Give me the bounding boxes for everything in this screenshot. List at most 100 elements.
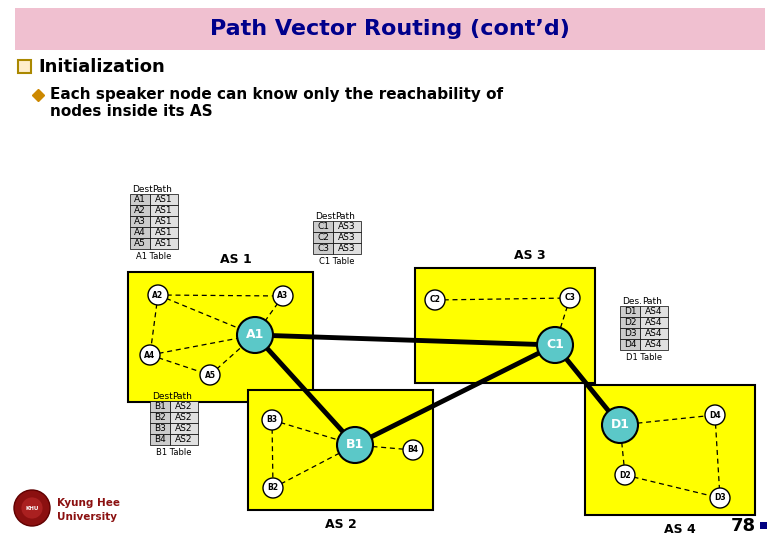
Circle shape [425, 290, 445, 310]
Bar [170, 412, 198, 423]
Circle shape [237, 317, 273, 353]
Text: B1: B1 [154, 402, 166, 411]
Bar [170, 401, 198, 412]
Text: AS3: AS3 [339, 233, 356, 242]
Text: Path Vector Routing (cont’d): Path Vector Routing (cont’d) [210, 19, 570, 39]
Text: AS 4: AS 4 [664, 523, 696, 536]
Text: Dest.: Dest. [132, 185, 156, 194]
Bar [150, 423, 170, 434]
Circle shape [560, 288, 580, 308]
Circle shape [14, 490, 50, 526]
Bar [333, 232, 361, 243]
Text: AS2: AS2 [176, 435, 193, 444]
Text: AS3: AS3 [339, 222, 356, 231]
Circle shape [403, 440, 423, 460]
Circle shape [710, 488, 730, 508]
Text: Each speaker node can know only the reachability of: Each speaker node can know only the reac… [50, 87, 503, 103]
Text: AS2: AS2 [176, 424, 193, 433]
Circle shape [705, 405, 725, 425]
Text: AS4: AS4 [645, 318, 663, 327]
Bar [640, 339, 668, 350]
Bar [313, 243, 333, 254]
Text: D4: D4 [709, 410, 721, 420]
Bar [150, 205, 178, 216]
Text: B4: B4 [407, 446, 419, 455]
Bar [128, 272, 313, 402]
Bar [620, 306, 640, 317]
Text: AS4: AS4 [645, 329, 663, 338]
Text: A4: A4 [134, 228, 146, 237]
Bar [130, 227, 150, 238]
Bar [150, 227, 178, 238]
Text: Initialization: Initialization [38, 58, 165, 76]
Text: AS4: AS4 [645, 340, 663, 349]
Circle shape [537, 327, 573, 363]
Text: AS1: AS1 [155, 195, 173, 204]
Text: D1 Table: D1 Table [626, 353, 662, 362]
Bar [585, 385, 755, 515]
Text: A5: A5 [204, 370, 215, 380]
Text: C1 Table: C1 Table [319, 257, 355, 266]
Text: AS2: AS2 [176, 402, 193, 411]
Text: C1: C1 [546, 339, 564, 352]
Bar [760, 522, 767, 529]
Text: A1: A1 [246, 328, 264, 341]
Bar [15, 8, 765, 50]
Bar [620, 328, 640, 339]
Text: D2: D2 [624, 318, 636, 327]
Text: Path: Path [152, 185, 172, 194]
Text: Path: Path [642, 297, 662, 306]
Text: Path: Path [335, 212, 355, 221]
Bar [313, 221, 333, 232]
Text: A3: A3 [278, 292, 289, 300]
Text: D3: D3 [624, 329, 636, 338]
Text: C1: C1 [317, 222, 329, 231]
Circle shape [337, 427, 373, 463]
Bar [333, 243, 361, 254]
Bar [248, 390, 433, 510]
Text: AS1: AS1 [155, 239, 173, 248]
Text: B3: B3 [267, 415, 278, 424]
Text: D3: D3 [714, 494, 726, 503]
Bar [130, 205, 150, 216]
Text: AS4: AS4 [645, 307, 663, 316]
Text: D4: D4 [624, 340, 636, 349]
Text: B4: B4 [154, 435, 166, 444]
Text: AS 2: AS 2 [324, 518, 356, 531]
Text: B1 Table: B1 Table [156, 448, 192, 457]
Bar [640, 328, 668, 339]
Text: A3: A3 [134, 217, 146, 226]
Circle shape [21, 497, 43, 519]
Circle shape [615, 465, 635, 485]
Text: AS1: AS1 [155, 228, 173, 237]
Bar [620, 317, 640, 328]
Bar [620, 339, 640, 350]
Text: Kyung Hee: Kyung Hee [57, 498, 120, 508]
Text: C2: C2 [317, 233, 329, 242]
Bar [130, 238, 150, 249]
Bar [150, 216, 178, 227]
Text: nodes inside its AS: nodes inside its AS [50, 105, 213, 119]
Bar [150, 238, 178, 249]
Circle shape [200, 365, 220, 385]
Text: University: University [57, 512, 117, 522]
Text: AS 3: AS 3 [514, 249, 546, 262]
Text: A4: A4 [144, 350, 155, 360]
Text: Dest.: Dest. [315, 212, 339, 221]
Circle shape [602, 407, 638, 443]
Text: AS1: AS1 [155, 206, 173, 215]
Text: C3: C3 [565, 294, 576, 302]
Text: D1: D1 [624, 307, 636, 316]
Circle shape [263, 478, 283, 498]
Text: A1: A1 [134, 195, 146, 204]
Bar [150, 434, 170, 445]
Text: B1: B1 [346, 438, 364, 451]
Bar [150, 194, 178, 205]
Bar [333, 221, 361, 232]
Bar [170, 423, 198, 434]
Text: D1: D1 [611, 418, 629, 431]
Text: B3: B3 [154, 424, 166, 433]
Text: KHU: KHU [25, 505, 39, 510]
Bar [313, 232, 333, 243]
Bar [170, 434, 198, 445]
